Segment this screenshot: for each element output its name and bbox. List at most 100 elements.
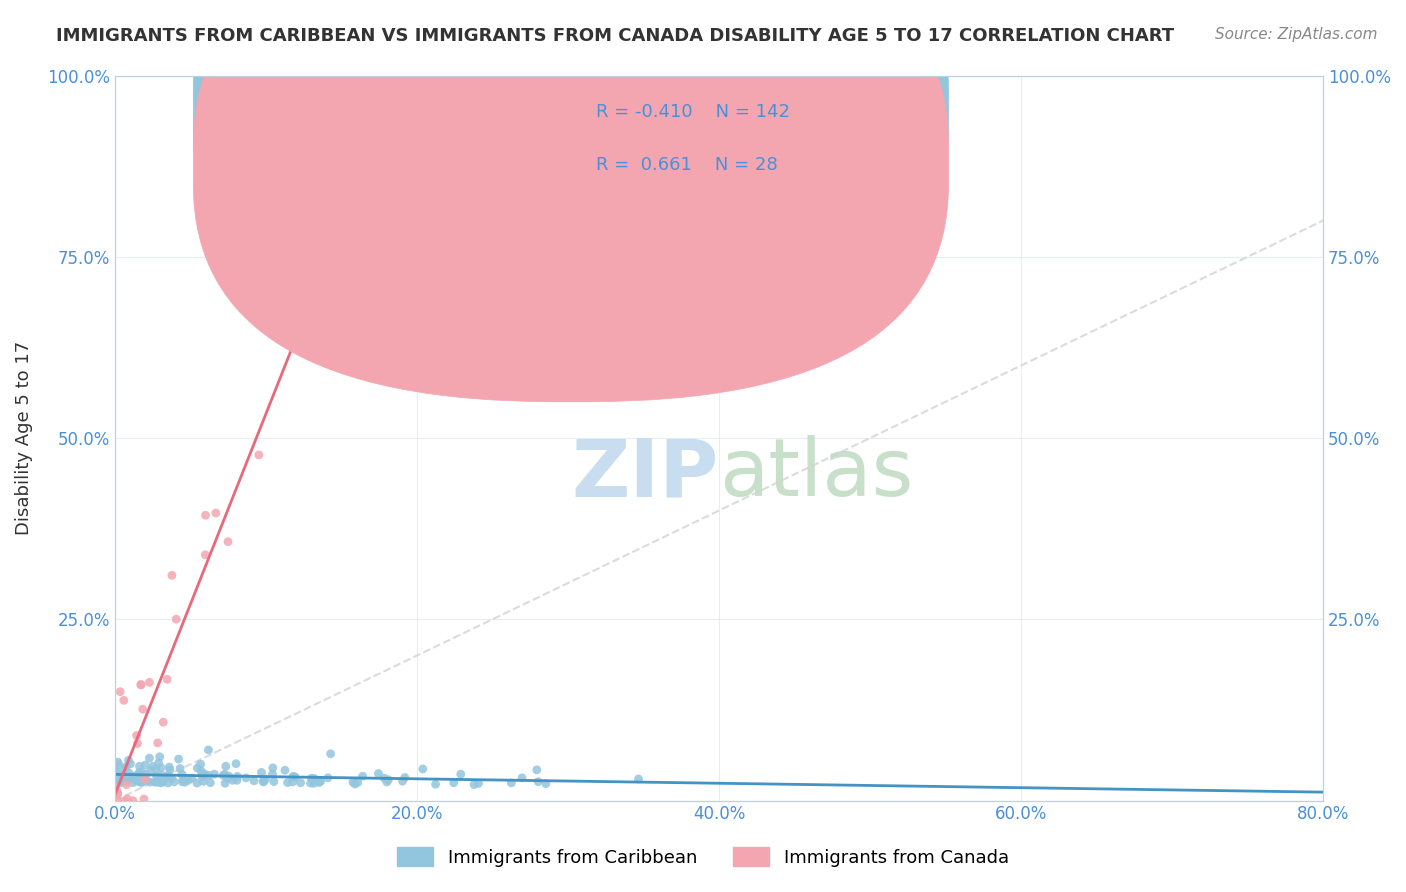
Point — [627, 772, 650, 786]
Point — [120, 756, 142, 771]
Point — [110, 775, 132, 789]
Point — [190, 757, 212, 772]
FancyBboxPatch shape — [193, 0, 949, 347]
Point — [152, 715, 174, 730]
Text: ZIP: ZIP — [572, 435, 718, 513]
Point — [149, 749, 172, 764]
Point — [375, 775, 398, 789]
Point — [117, 792, 139, 806]
Point — [118, 770, 141, 784]
Point — [222, 773, 245, 788]
Text: atlas: atlas — [718, 435, 914, 513]
Point — [135, 773, 157, 788]
Point — [132, 792, 155, 806]
Point — [107, 788, 129, 802]
Point — [534, 777, 557, 791]
Point — [108, 773, 131, 788]
Point — [302, 776, 325, 790]
Point — [194, 548, 217, 562]
Point — [377, 772, 399, 787]
Point — [193, 774, 215, 789]
Point — [186, 761, 208, 775]
Point — [115, 760, 138, 774]
Point — [342, 775, 364, 789]
Point — [138, 675, 160, 690]
Point — [309, 774, 332, 789]
Point — [150, 768, 173, 782]
Point — [122, 775, 145, 789]
Point — [153, 771, 176, 785]
Point — [281, 774, 304, 789]
Point — [167, 752, 190, 766]
Point — [128, 775, 150, 789]
Point — [425, 777, 447, 791]
Point — [127, 773, 149, 788]
Point — [146, 736, 169, 750]
Point — [308, 775, 330, 789]
Point — [193, 769, 215, 783]
Point — [225, 756, 247, 771]
Point — [150, 761, 173, 775]
Point — [139, 775, 162, 789]
Point — [190, 764, 212, 779]
Point — [186, 776, 208, 790]
Point — [143, 775, 166, 789]
Text: Source: ZipAtlas.com: Source: ZipAtlas.com — [1215, 27, 1378, 42]
Point — [243, 773, 266, 788]
Point — [319, 747, 342, 761]
Point — [263, 774, 285, 789]
Point — [214, 776, 236, 790]
Point — [391, 774, 413, 789]
Point — [301, 771, 323, 785]
Point — [172, 772, 194, 787]
Point — [450, 767, 472, 781]
Point — [131, 775, 153, 789]
Point — [120, 769, 142, 783]
Point — [105, 764, 128, 778]
Point — [115, 778, 138, 792]
Point — [367, 766, 389, 780]
Point — [157, 760, 180, 774]
Point — [118, 765, 141, 780]
Point — [150, 772, 173, 787]
Point — [128, 765, 150, 780]
Point — [138, 751, 160, 765]
Point — [112, 772, 135, 786]
Point — [200, 775, 222, 789]
Point — [443, 776, 465, 790]
Point — [394, 771, 416, 785]
Point — [142, 759, 165, 773]
Legend: Immigrants from Caribbean, Immigrants from Canada: Immigrants from Caribbean, Immigrants fr… — [389, 840, 1017, 874]
Point — [112, 762, 135, 776]
Point — [115, 774, 138, 789]
Point — [170, 767, 193, 781]
Point — [304, 773, 326, 788]
Point — [135, 767, 157, 781]
Point — [202, 767, 225, 781]
Point — [290, 776, 312, 790]
Point — [281, 770, 304, 784]
Point — [148, 756, 170, 770]
Text: R =  0.661    N = 28: R = 0.661 N = 28 — [596, 156, 778, 174]
Point — [145, 775, 167, 789]
Point — [112, 770, 135, 784]
Point — [114, 794, 136, 808]
Point — [352, 769, 374, 783]
Point — [194, 767, 217, 781]
Point — [139, 764, 162, 778]
Point — [117, 753, 139, 767]
Point — [111, 768, 134, 782]
Point — [129, 678, 152, 692]
Point — [134, 758, 156, 772]
Point — [274, 763, 297, 777]
Point — [217, 772, 239, 786]
Point — [412, 762, 434, 776]
Point — [160, 771, 183, 785]
Point — [283, 770, 305, 784]
Point — [128, 759, 150, 773]
Point — [150, 775, 173, 789]
Point — [129, 677, 152, 691]
Point — [235, 771, 257, 785]
Y-axis label: Disability Age 5 to 17: Disability Age 5 to 17 — [15, 341, 32, 535]
Point — [157, 768, 180, 782]
